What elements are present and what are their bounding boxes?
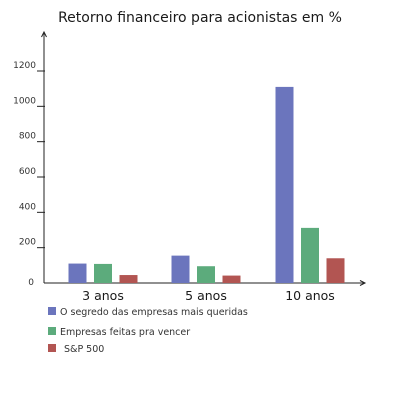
bar (94, 263, 112, 283)
legend: O segredo das empresas mais queridas Empr… (48, 307, 248, 355)
bars (68, 86, 345, 284)
y-tick-label: 600 (19, 167, 36, 177)
y-tick-label: 400 (19, 202, 36, 212)
bar (326, 258, 345, 283)
y-axis-arrow (41, 30, 47, 38)
bar (222, 275, 241, 283)
legend-label: S&P 500 (64, 344, 104, 355)
y-tick-label: 0 (28, 278, 34, 288)
y-tick-label: 1200 (13, 61, 36, 71)
legend-swatch (48, 307, 56, 315)
legend-label: O segredo das empresas mais queridas (60, 307, 248, 318)
y-tick-label: 1000 (13, 96, 36, 106)
bar (275, 86, 294, 284)
chart-title: Retorno financeiro para acionistas em % (58, 10, 342, 26)
y-tick-label: 200 (19, 238, 36, 248)
legend-swatch (48, 327, 56, 335)
legend-label: Empresas feitas pra vencer (60, 327, 190, 338)
x-category-label: 3 anos (82, 288, 124, 303)
bar (197, 266, 215, 283)
x-category-label: 10 anos (285, 288, 335, 303)
bar (301, 227, 319, 283)
bar (171, 255, 190, 283)
legend-swatch (48, 344, 56, 352)
x-category-label: 5 anos (185, 288, 227, 303)
y-tick-label: 800 (19, 132, 36, 142)
bar (68, 263, 87, 283)
bar (119, 275, 138, 283)
x-axis-arrow (359, 280, 367, 286)
